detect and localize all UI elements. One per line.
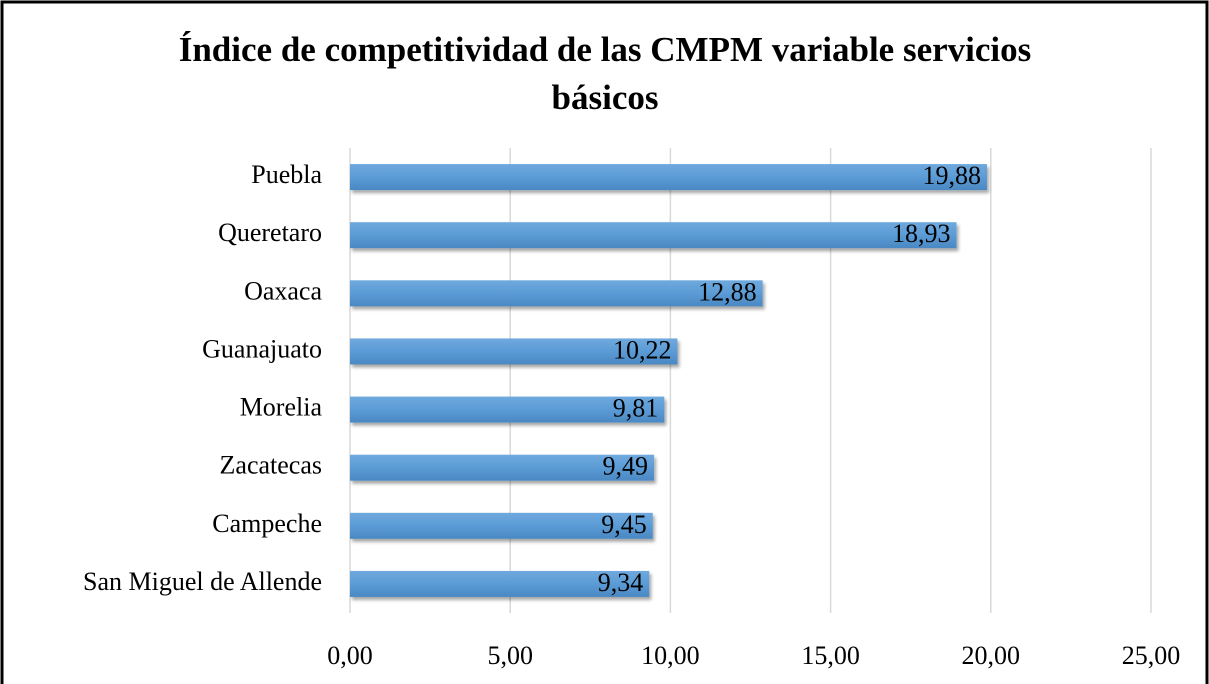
bar [350, 396, 665, 423]
x-tick-label: 5,00 [487, 641, 533, 670]
bar [350, 454, 655, 481]
x-tick-label: 10,00 [641, 641, 700, 670]
data-label: 9,45 [601, 510, 647, 539]
y-tick-label: Zacatecas [220, 451, 322, 480]
data-label: 18,93 [892, 219, 951, 248]
data-label: 19,88 [922, 161, 981, 190]
y-tick-label: San Miguel de Allende [83, 567, 322, 596]
x-tick-label: 0,00 [327, 641, 373, 670]
bar [350, 222, 957, 249]
bar [350, 570, 650, 597]
y-tick-label: Oaxaca [244, 276, 322, 305]
y-tick-label: Guanajuato [202, 334, 322, 363]
bar [350, 338, 678, 365]
data-label: 9,49 [603, 452, 649, 481]
y-tick-label: Campeche [212, 509, 322, 538]
data-label: 9,81 [613, 394, 659, 423]
bar [350, 512, 653, 539]
data-label: 9,34 [598, 568, 644, 597]
x-tick-label: 15,00 [801, 641, 860, 670]
x-tick-label: 20,00 [962, 641, 1021, 670]
y-tick-label: Morelia [240, 393, 323, 422]
chart-title: Índice de competitividad de las CMPM var… [178, 30, 1032, 117]
x-tick-label: 25,00 [1122, 641, 1181, 670]
y-tick-label: Puebla [251, 160, 322, 189]
data-label: 12,88 [698, 277, 757, 306]
y-tick-label: Queretaro [218, 218, 322, 247]
bar [350, 280, 763, 307]
bar [350, 164, 987, 191]
data-label: 10,22 [613, 335, 672, 364]
